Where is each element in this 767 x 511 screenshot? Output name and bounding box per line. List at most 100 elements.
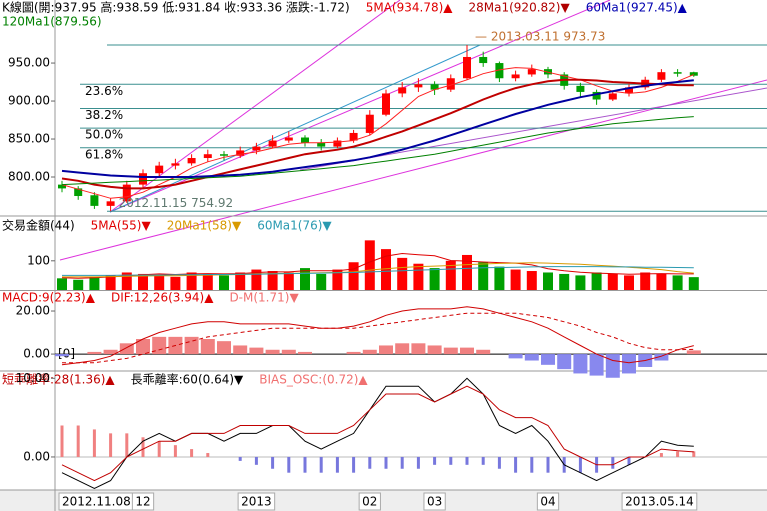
osc-bar — [578, 456, 582, 473]
legend-entry: DIF:12,26(3.94)▲ — [111, 291, 214, 305]
volume-bar — [316, 273, 327, 290]
osc-bar — [173, 445, 177, 457]
osc-bar — [271, 456, 275, 469]
osc-bar — [141, 437, 145, 457]
legend-entry: 短乖離率:28(1.36)▲ — [2, 372, 115, 387]
series-line — [61, 252, 694, 279]
candle-body — [284, 137, 293, 141]
series-line — [61, 377, 694, 489]
osc-bar — [692, 451, 696, 457]
volume-bar — [186, 272, 197, 290]
osc-bar — [233, 345, 248, 355]
osc-bar — [546, 456, 550, 473]
volume-bar — [348, 262, 359, 290]
osc-bar — [103, 349, 118, 355]
osc-bar — [541, 354, 555, 365]
osc-bar — [249, 347, 264, 355]
y-tick-label: 800.00 — [8, 170, 50, 184]
osc-bar — [265, 349, 280, 355]
legend-entry: 60Ma1(76)▼ — [257, 219, 332, 233]
candle-body — [268, 140, 277, 147]
candle-body — [576, 85, 585, 92]
y-tick-label: 0.00 — [23, 347, 50, 361]
osc-bar — [654, 354, 669, 361]
osc-bar — [557, 354, 572, 370]
volume-bar — [235, 272, 246, 290]
candle-body — [349, 132, 358, 141]
volume-bar — [429, 268, 440, 290]
candle-body — [171, 163, 180, 166]
osc-bar — [379, 345, 393, 355]
volume-bar — [397, 257, 408, 290]
volume-bar — [381, 249, 391, 290]
legend-entry: MACD:9(2.23)▲ — [2, 291, 96, 305]
volume-bar — [364, 240, 375, 290]
candle-body — [58, 184, 66, 189]
volume-bar — [445, 260, 456, 290]
volume-bar — [89, 276, 100, 290]
osc-bar — [92, 429, 96, 457]
osc-bar — [362, 349, 377, 355]
volume-bar — [607, 273, 618, 290]
candle-body — [187, 158, 196, 164]
osc-bar — [352, 456, 356, 473]
legend-entry: 28Ma1(920.82)▼ — [469, 1, 571, 15]
x-axis-strip — [0, 490, 767, 511]
series-line — [61, 78, 694, 190]
osc-bar — [395, 343, 410, 355]
x-tick-label: 2013 — [241, 495, 272, 509]
osc-bar — [287, 456, 291, 473]
volume-bar — [591, 272, 602, 290]
osc-bar — [281, 349, 296, 355]
osc-bar — [400, 456, 404, 469]
osc-bar — [368, 456, 372, 469]
volume-bar — [121, 272, 132, 290]
volume-bar — [526, 271, 537, 290]
candle-body — [430, 84, 439, 90]
osc-bar — [119, 343, 134, 355]
osc-bar — [627, 456, 631, 465]
volume-bar — [656, 273, 667, 290]
volume-bar — [105, 275, 116, 290]
osc-bar — [476, 349, 491, 355]
osc-bar — [524, 354, 539, 361]
series-line — [62, 266, 694, 276]
osc-bar — [87, 351, 102, 355]
x-label-box — [358, 492, 381, 511]
osc-bar — [346, 351, 361, 355]
fib-label: 23.6% — [85, 84, 123, 98]
candle-body — [479, 56, 488, 64]
legend-entry: 5MA(55)▼ — [91, 219, 152, 233]
candle-body — [90, 195, 99, 206]
volume-bar — [575, 275, 586, 290]
osc-bar — [109, 433, 113, 457]
osc-bar — [136, 339, 150, 355]
candle-body — [625, 87, 633, 94]
fib-label: 50.0% — [85, 128, 123, 142]
volume-bar — [219, 275, 229, 290]
osc-bar — [449, 456, 453, 465]
osc-bar — [319, 456, 323, 473]
series-line — [61, 116, 694, 186]
osc-bar — [443, 347, 458, 355]
volume-bar — [543, 272, 553, 290]
osc-bar — [411, 343, 426, 355]
x-label-box — [536, 492, 560, 511]
candle-body — [155, 165, 164, 174]
legend-entry: 60Ma1(927.45)▲ — [586, 1, 688, 15]
osc-bar — [298, 351, 312, 355]
osc-bar — [611, 456, 615, 469]
candle-body — [301, 137, 309, 143]
x-label-box — [621, 492, 698, 511]
osc-bar — [605, 354, 620, 378]
legend-entry: BIAS_OSC:(0.72)▲ — [259, 373, 368, 387]
candle-body — [317, 142, 326, 147]
x-tick-label: 2013.05.14 — [625, 495, 694, 509]
legend-entry: 20Ma1(58)▼ — [167, 219, 242, 233]
series-line — [61, 306, 694, 366]
osc-bar — [152, 336, 167, 355]
osc-bar — [416, 456, 420, 469]
osc-bar — [206, 453, 210, 457]
candle-body — [382, 93, 390, 115]
